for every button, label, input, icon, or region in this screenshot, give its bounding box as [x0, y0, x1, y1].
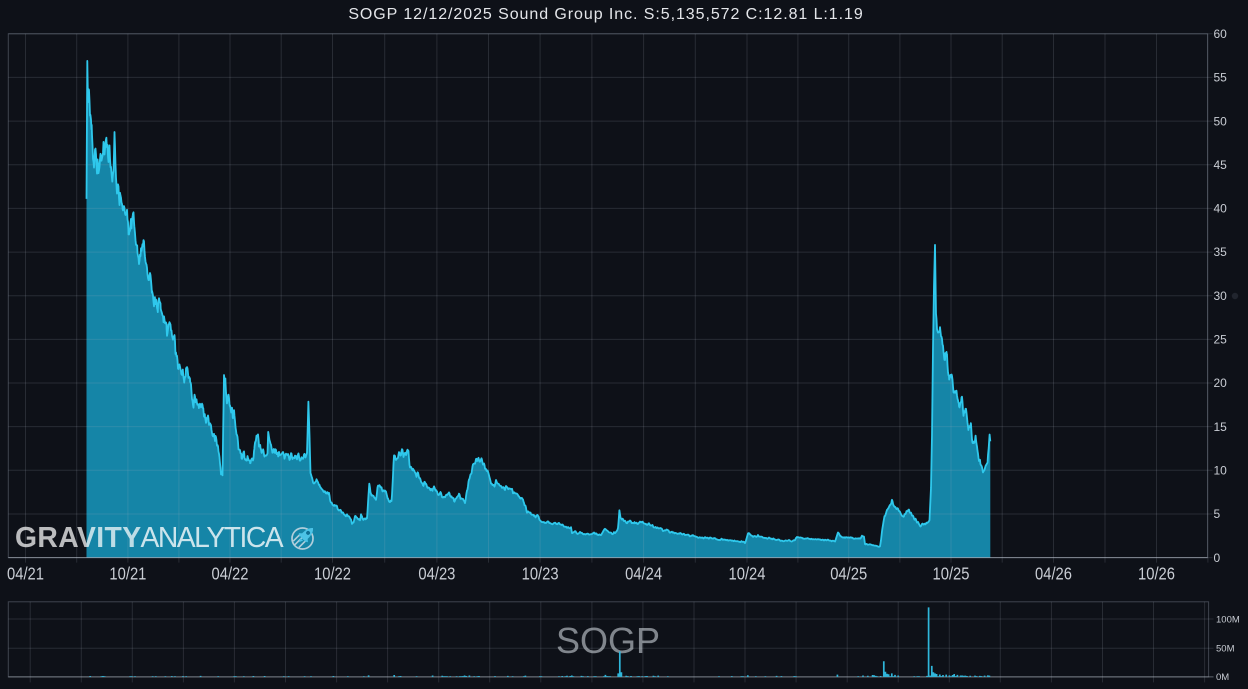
svg-text:04/22: 04/22: [212, 564, 249, 584]
svg-text:60: 60: [1214, 27, 1228, 41]
svg-text:10/24: 10/24: [729, 564, 766, 584]
svg-text:5: 5: [1214, 507, 1221, 521]
svg-text:35: 35: [1214, 245, 1228, 259]
svg-text:04/23: 04/23: [418, 564, 455, 584]
svg-text:10/26: 10/26: [1138, 564, 1175, 584]
svg-text:40: 40: [1214, 202, 1228, 216]
svg-text:04/26: 04/26: [1035, 564, 1072, 584]
svg-text:100M: 100M: [1216, 614, 1240, 625]
svg-text:10/22: 10/22: [314, 564, 351, 584]
svg-text:04/24: 04/24: [625, 564, 662, 584]
svg-text:04/21: 04/21: [7, 564, 44, 584]
svg-text:50: 50: [1214, 114, 1228, 128]
svg-text:ANALYTICA: ANALYTICA: [141, 521, 284, 553]
svg-text:04/25: 04/25: [830, 564, 867, 584]
svg-text:GRAVITY: GRAVITY: [15, 521, 141, 553]
svg-text:15: 15: [1214, 420, 1228, 434]
svg-text:0: 0: [1214, 551, 1221, 565]
svg-text:10: 10: [1214, 464, 1228, 478]
svg-text:10/23: 10/23: [522, 564, 559, 584]
svg-text:50M: 50M: [1216, 644, 1235, 655]
svg-text:25: 25: [1214, 333, 1228, 347]
svg-text:SOGP: SOGP: [556, 620, 660, 661]
svg-text:0M: 0M: [1216, 672, 1229, 683]
svg-text:20: 20: [1214, 376, 1228, 390]
svg-text:10/25: 10/25: [933, 564, 970, 584]
svg-text:30: 30: [1214, 289, 1228, 303]
svg-text:10/21: 10/21: [109, 564, 146, 584]
svg-text:45: 45: [1214, 158, 1228, 172]
svg-text:SOGP 12/12/2025 Sound Group In: SOGP 12/12/2025 Sound Group Inc. S:5,135…: [348, 6, 863, 23]
svg-text:55: 55: [1214, 71, 1228, 85]
